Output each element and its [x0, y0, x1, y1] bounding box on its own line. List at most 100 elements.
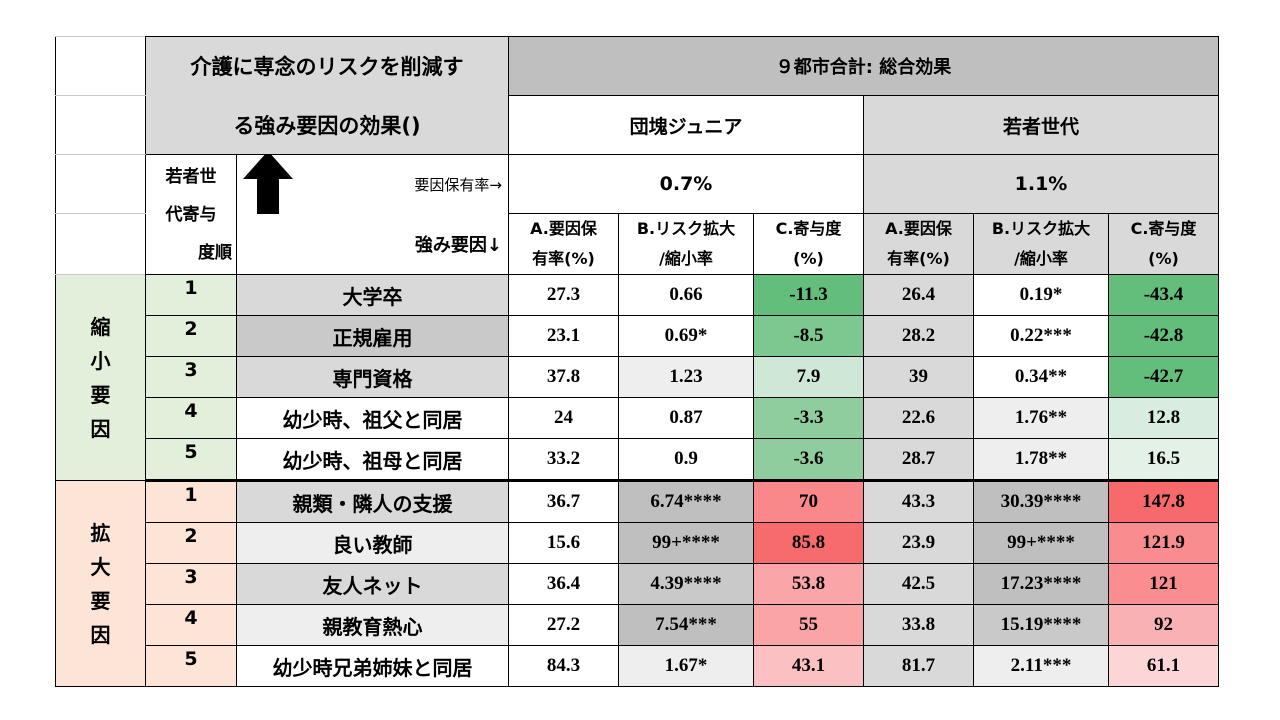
risk-ratio-young-cell: 17.23****	[973, 563, 1109, 605]
risk-ratio-young-cell: 15.19****	[973, 604, 1109, 646]
holding-rate-young-cell: 33.8	[863, 604, 974, 646]
rank-cell: 4	[145, 397, 237, 439]
holding-rate-dankai-cell: 84.3	[508, 645, 619, 687]
holding-rate-young: 1.1%	[863, 154, 1219, 214]
corner-cell	[55, 36, 146, 96]
factor-cell: 親教育熱心	[236, 604, 509, 646]
holding-rate-dankai-cell: 23.1	[508, 315, 619, 357]
contribution-dankai-cell: 85.8	[753, 522, 864, 564]
contribution-dankai-cell: 43.1	[753, 645, 864, 687]
contribution-young-cell: 16.5	[1108, 438, 1219, 482]
risk-ratio-young-cell: 1.78**	[973, 438, 1109, 482]
table-row: 4 幼少時、祖父と同居 24 0.87 -3.3 22.6 1.76** 12.8	[56, 397, 1219, 439]
strength-factor-label: 強み要因↓	[236, 213, 509, 275]
rank-order-label: 若者世 代寄与 度順	[145, 154, 237, 275]
corner-cell	[55, 154, 146, 214]
factor-cell: 正規雇用	[236, 315, 509, 357]
col-group-dankai-junior: 団塊ジュニア	[508, 95, 864, 155]
col-c-dankai: C.寄与度 (%)	[753, 213, 864, 275]
risk-ratio-dankai-cell: 99+****	[618, 522, 754, 564]
group-header: ９都市合計: 総合効果	[508, 36, 1219, 96]
table-row: 縮小要因 1 大学卒 27.3 0.66 -11.3 26.4 0.19* -43.4	[55, 274, 1219, 481]
risk-ratio-dankai-cell: 0.87	[618, 397, 754, 439]
holding-rate-young-cell: 28.2	[863, 315, 974, 357]
rank-cell: 3	[145, 356, 237, 398]
table-row: 拡大要因 1 親類・隣人の支援 36.7 6.74**** 70 43.3 30.39****…	[55, 480, 1219, 687]
col-c-young: C.寄与度 (%)	[1108, 213, 1219, 275]
risk-ratio-young-cell: 0.22***	[973, 315, 1109, 357]
group-label-reduction: 縮小要因	[55, 274, 146, 481]
holding-rate-label: 要因保有率→	[236, 154, 509, 214]
col-a-dankai: A.要因保 有率(%)	[508, 213, 619, 275]
risk-ratio-young-cell: 0.34**	[973, 356, 1109, 398]
table-row: 3 専門資格 37.8 1.23 7.9 39 0.34** -42.7	[56, 356, 1219, 398]
rank-cell: 5	[145, 645, 237, 687]
holding-rate-dankai-cell: 27.3	[508, 274, 619, 316]
holding-rate-dankai-cell: 15.6	[508, 522, 619, 564]
contribution-young-cell: -43.4	[1108, 274, 1219, 316]
risk-ratio-dankai-cell: 0.9	[618, 438, 754, 482]
risk-ratio-young-cell: 99+****	[973, 522, 1109, 564]
risk-ratio-dankai-cell: 4.39****	[618, 563, 754, 605]
risk-ratio-dankai-cell: 6.74****	[618, 480, 754, 523]
holding-rate-young-cell: 39	[863, 356, 974, 398]
contribution-dankai-cell: 70	[753, 480, 864, 523]
table-title-line1: 介護に専念のリスクを削減す	[145, 36, 509, 96]
holding-rate-young-cell: 22.6	[863, 397, 974, 439]
holding-rate-dankai-cell: 33.2	[508, 438, 619, 482]
rank-cell: 5	[145, 438, 237, 482]
contribution-young-cell: 121.9	[1108, 522, 1219, 564]
col-b-dankai: B.リスク拡大/縮小率	[618, 213, 754, 275]
rank-cell: 2	[145, 315, 237, 357]
contribution-dankai-cell: -3.6	[753, 438, 864, 482]
risk-ratio-young-cell: 30.39****	[973, 480, 1109, 523]
rank-cell: 3	[145, 563, 237, 605]
col-group-young-generation: 若者世代	[863, 95, 1219, 155]
corner-cell	[55, 213, 146, 275]
holding-rate-dankai-cell: 24	[508, 397, 619, 439]
table-row: 5 幼少時、祖母と同居 33.2 0.9 -3.6 28.7 1.78** 16.5	[56, 438, 1219, 482]
contribution-young-cell: -42.8	[1108, 315, 1219, 357]
holding-rate-dankai-cell: 36.4	[508, 563, 619, 605]
col-b-young: B.リスク拡大/縮小率	[973, 213, 1109, 275]
holding-rate-dankai-cell: 36.7	[508, 480, 619, 523]
contribution-young-cell: 12.8	[1108, 397, 1219, 439]
risk-ratio-young-cell: 1.76**	[973, 397, 1109, 439]
contribution-dankai-cell: 7.9	[753, 356, 864, 398]
factor-cell: 親類・隣人の支援	[236, 480, 509, 523]
holding-rate-young-cell: 43.3	[863, 480, 974, 523]
holding-rate-young-cell: 28.7	[863, 438, 974, 482]
table-body: 縮小要因 1 大学卒 27.3 0.66 -11.3 26.4 0.19* -43.4 2 正規雇用…	[55, 274, 1219, 687]
contribution-young-cell: 61.1	[1108, 645, 1219, 687]
holding-rate-young-cell: 81.7	[863, 645, 974, 687]
contribution-dankai-cell: -8.5	[753, 315, 864, 357]
factor-cell: 専門資格	[236, 356, 509, 398]
rank-cell: 1	[145, 274, 237, 316]
contribution-young-cell: 121	[1108, 563, 1219, 605]
risk-ratio-dankai-cell: 0.66	[618, 274, 754, 316]
group-label-expansion: 拡大要因	[55, 480, 146, 687]
risk-ratio-dankai-cell: 1.67*	[618, 645, 754, 687]
contribution-dankai-cell: -3.3	[753, 397, 864, 439]
risk-ratio-dankai-cell: 7.54***	[618, 604, 754, 646]
contribution-young-cell: 92	[1108, 604, 1219, 646]
table-row: 5 幼少時兄弟姉妹と同居 84.3 1.67* 43.1 81.7 2.11*** 61.1	[56, 645, 1219, 687]
holding-rate-dankai: 0.7%	[508, 154, 864, 214]
factor-cell: 友人ネット	[236, 563, 509, 605]
effect-table: 介護に専念のリスクを削減す ９都市合計: 総合効果 る強み要因の効果() 団塊ジ…	[55, 36, 1219, 687]
risk-ratio-dankai-cell: 0.69*	[618, 315, 754, 357]
up-arrow-icon	[243, 155, 293, 214]
contribution-young-cell: 147.8	[1108, 480, 1219, 523]
rank-cell: 4	[145, 604, 237, 646]
holding-rate-young-cell: 26.4	[863, 274, 974, 316]
rank-cell: 1	[145, 480, 237, 523]
contribution-dankai-cell: -11.3	[753, 274, 864, 316]
table-row: 2 良い教師 15.6 99+**** 85.8 23.9 99+**** 121.9	[56, 522, 1219, 564]
factor-cell: 幼少時、祖父と同居	[236, 397, 509, 439]
col-a-young: A.要因保 有率(%)	[863, 213, 974, 275]
holding-rate-dankai-cell: 37.8	[508, 356, 619, 398]
rank-cell: 2	[145, 522, 237, 564]
factor-cell: 良い教師	[236, 522, 509, 564]
table-row: 2 正規雇用 23.1 0.69* -8.5 28.2 0.22*** -42.8	[56, 315, 1219, 357]
factor-cell: 幼少時兄弟姉妹と同居	[236, 645, 509, 687]
